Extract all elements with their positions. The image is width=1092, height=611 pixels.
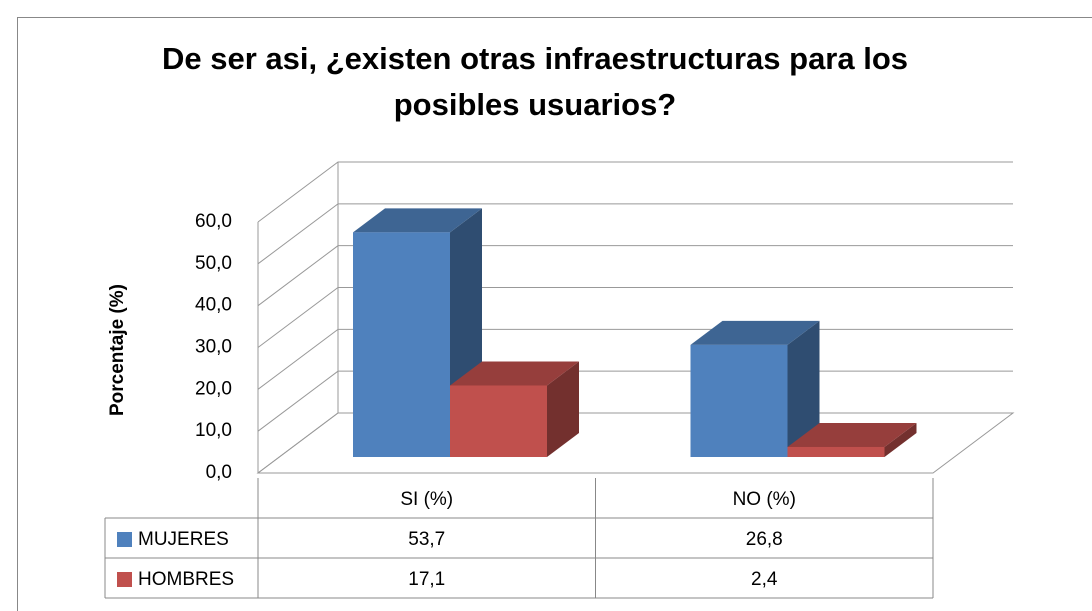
data-label: 2,4	[751, 569, 778, 590]
x-tick-label: SI (%)	[400, 489, 453, 510]
grid-line	[257, 161, 1013, 223]
bar-top	[690, 320, 820, 345]
data-label: 17,1	[408, 569, 445, 590]
bar-front	[690, 344, 788, 457]
y-tick-label: 60,0	[195, 211, 232, 232]
chart-title: De ser asi, ¿existen otras infraestructu…	[161, 41, 909, 122]
y-axis-label: Porcentaje (%)	[107, 284, 128, 416]
bar-side	[547, 361, 579, 457]
legend-label: HOMBRES	[138, 569, 234, 590]
y-tick-label: 0,0	[206, 462, 232, 483]
y-tick-label: 10,0	[195, 420, 232, 441]
data-label: 53,7	[408, 529, 445, 550]
y-tick-label: 40,0	[195, 295, 232, 316]
bar	[787, 422, 917, 457]
bar-top	[450, 361, 579, 386]
y-tick-label: 20,0	[195, 378, 232, 399]
legend-swatch	[117, 572, 132, 587]
y-tick-label: 30,0	[195, 337, 232, 358]
bar-top	[353, 208, 482, 233]
x-tick-label: NO (%)	[733, 489, 796, 510]
bar-side	[787, 320, 820, 457]
data-label: 26,8	[746, 529, 783, 550]
bar-front	[353, 232, 450, 457]
legend-swatch	[117, 532, 132, 547]
legend-label: MUJERES	[138, 529, 229, 550]
bar	[450, 361, 579, 457]
bar-top	[787, 422, 917, 447]
y-tick-label: 50,0	[195, 253, 232, 274]
bar	[690, 320, 820, 457]
chart-frame	[17, 17, 1092, 611]
bar-side	[884, 422, 917, 457]
bar-front	[450, 385, 547, 457]
bar-front	[787, 446, 885, 457]
